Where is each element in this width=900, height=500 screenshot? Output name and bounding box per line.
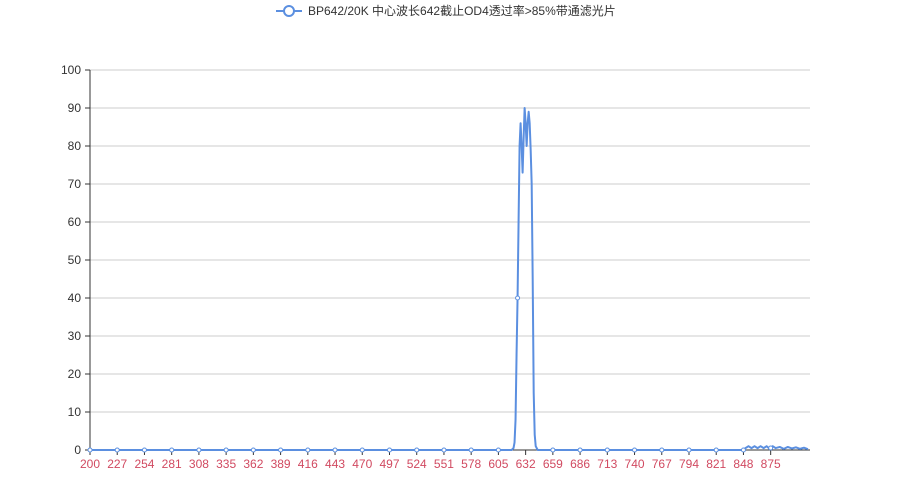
x-tick-label: 497 bbox=[379, 457, 399, 471]
data-point bbox=[604, 447, 610, 453]
x-tick-label: 308 bbox=[189, 457, 209, 471]
legend-circle-icon bbox=[283, 5, 295, 17]
y-tick-label: 50 bbox=[68, 253, 82, 267]
y-tick-label: 10 bbox=[68, 405, 82, 419]
x-tick-label: 713 bbox=[597, 457, 617, 471]
x-tick-label: 632 bbox=[516, 457, 536, 471]
series-layer bbox=[87, 107, 809, 453]
x-tick-label: 416 bbox=[298, 457, 318, 471]
data-point bbox=[114, 447, 120, 453]
x-tick-label: 740 bbox=[625, 457, 645, 471]
x-tick-label: 821 bbox=[706, 457, 726, 471]
data-point bbox=[278, 447, 284, 453]
data-point bbox=[386, 447, 392, 453]
data-point bbox=[632, 447, 638, 453]
grid-lines bbox=[90, 69, 810, 413]
data-point bbox=[550, 447, 556, 453]
legend[interactable]: BP642/20K 中心波长642截止OD4透过率>85%带通滤光片 bbox=[276, 3, 616, 18]
data-point bbox=[468, 447, 474, 453]
x-tick-label: 254 bbox=[134, 457, 154, 471]
data-point bbox=[515, 295, 521, 301]
data-point bbox=[87, 447, 93, 453]
y-tick-label: 90 bbox=[68, 101, 82, 115]
y-tick-label: 30 bbox=[68, 329, 82, 343]
x-tick-label: 551 bbox=[434, 457, 454, 471]
x-tick-label: 227 bbox=[107, 457, 127, 471]
y-axis-tick-labels: 0 10 20 30 40 50 60 70 80 90 100 bbox=[61, 63, 90, 457]
y-tick-label: 60 bbox=[68, 215, 82, 229]
y-tick-label: 80 bbox=[68, 139, 82, 153]
x-tick-label: 578 bbox=[461, 457, 481, 471]
data-point bbox=[141, 447, 147, 453]
data-point bbox=[169, 447, 175, 453]
x-tick-label: 335 bbox=[216, 457, 236, 471]
y-tick-label: 70 bbox=[68, 177, 82, 191]
x-tick-label: 524 bbox=[407, 457, 427, 471]
x-tick-label: 767 bbox=[652, 457, 672, 471]
data-point bbox=[713, 447, 719, 453]
data-point bbox=[441, 447, 447, 453]
series-line bbox=[90, 107, 809, 451]
x-tick-label: 848 bbox=[733, 457, 753, 471]
x-tick-label: 443 bbox=[325, 457, 345, 471]
data-point bbox=[495, 447, 501, 453]
x-tick-label: 200 bbox=[80, 457, 100, 471]
data-point bbox=[659, 447, 665, 453]
y-tick-label: 40 bbox=[68, 291, 82, 305]
x-tick-label: 659 bbox=[543, 457, 563, 471]
x-tick-label: 605 bbox=[488, 457, 508, 471]
x-tick-label: 362 bbox=[243, 457, 263, 471]
x-tick-label: 794 bbox=[679, 457, 699, 471]
data-point bbox=[305, 447, 311, 453]
legend-label: BP642/20K 中心波长642截止OD4透过率>85%带通滤光片 bbox=[308, 3, 616, 18]
data-point bbox=[577, 447, 583, 453]
data-point bbox=[740, 447, 746, 453]
y-tick-label: 20 bbox=[68, 367, 82, 381]
data-point bbox=[250, 447, 256, 453]
x-axis-tick-labels: 200 227 254 281 308 335 362 389 416 443 470 497 524 5… bbox=[80, 450, 781, 471]
x-tick-label: 686 bbox=[570, 457, 590, 471]
data-point bbox=[196, 447, 202, 453]
data-point bbox=[359, 447, 365, 453]
data-point bbox=[332, 447, 338, 453]
x-tick-label: 875 bbox=[761, 457, 781, 471]
data-point bbox=[414, 447, 420, 453]
data-point bbox=[768, 445, 774, 451]
y-tick-label: 0 bbox=[74, 443, 81, 457]
x-tick-label: 470 bbox=[352, 457, 372, 471]
data-point bbox=[686, 447, 692, 453]
x-tick-label: 389 bbox=[271, 457, 291, 471]
data-point bbox=[223, 447, 229, 453]
y-tick-label: 100 bbox=[61, 63, 81, 77]
x-tick-label: 281 bbox=[162, 457, 182, 471]
